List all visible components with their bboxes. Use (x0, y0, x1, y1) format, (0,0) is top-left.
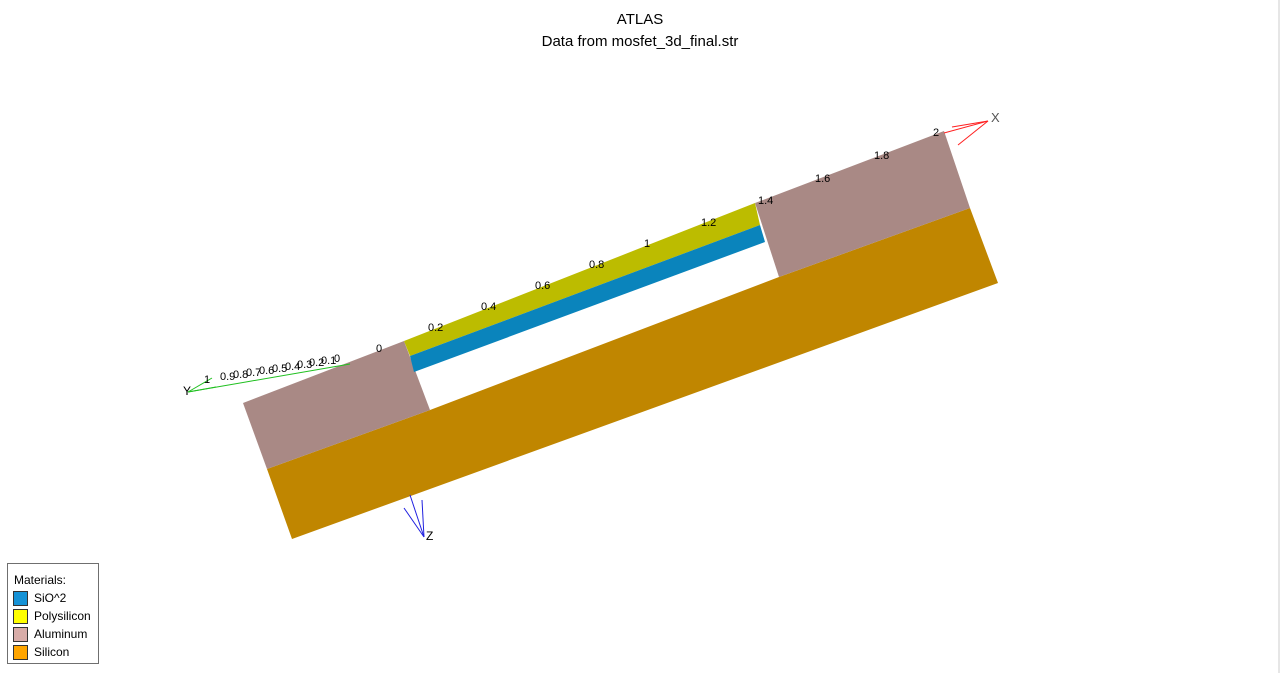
x-tick-label: 1.6 (815, 173, 830, 185)
legend-item-silicon: Silicon (13, 644, 69, 660)
x-tick-label: 2 (933, 127, 939, 139)
z-axis: Z (403, 494, 433, 543)
window-right-border (1278, 0, 1280, 673)
legend-swatch (13, 626, 28, 642)
sio2-gate-oxide (410, 225, 765, 372)
x-tick-label: 1 (644, 238, 650, 250)
z-axis-label: Z (426, 529, 433, 543)
y-tick-labels: 1 0.9 0.8 0.7 0.6 0.5 0.4 0.3 0.2 0.1 0 (204, 353, 340, 386)
legend-item-aluminum: Aluminum (13, 626, 87, 642)
y-tick-label: 0.1 (321, 355, 336, 367)
x-axis: X (943, 110, 1000, 146)
y-tick-label: 1 (204, 374, 210, 386)
y-tick-label: 0.6 (259, 365, 274, 377)
y-tick-label: 0.9 (220, 371, 235, 383)
x-tick-label: 0.8 (589, 259, 604, 271)
plot-title: ATLAS (616, 11, 664, 28)
legend-item-sio2: SiO^2 (13, 590, 66, 606)
x-tick-label: 1.8 (874, 150, 889, 162)
legend-label: SiO^2 (34, 591, 67, 605)
y-axis-label: Y (183, 384, 191, 398)
x-tick-labels: 0 0.2 0.4 0.6 0.8 1 1.2 1.4 1.6 1.8 2 (376, 127, 939, 355)
y-tick-label: 0.3 (297, 359, 312, 371)
x-tick-label: 0.2 (428, 322, 443, 334)
y-tick-label: 0.5 (272, 363, 287, 375)
silicon-region (267, 208, 998, 539)
legend-label: Silicon (34, 645, 70, 659)
aluminum-contact-right (755, 131, 970, 277)
x-tick-label: 1.4 (758, 195, 773, 207)
x-tick-label: 0.4 (481, 301, 496, 313)
legend-label: Polysilicon (34, 609, 91, 623)
x-tick-label: 0 (376, 343, 382, 355)
y-axis: Y (183, 363, 351, 398)
x-tick-label: 0.6 (535, 280, 550, 292)
legend-swatch (13, 590, 28, 606)
y-tick-label: 0.2 (309, 357, 324, 369)
legend-swatch (13, 644, 28, 660)
y-tick-label: 0.4 (285, 361, 300, 373)
legend-title: Materials: (14, 573, 67, 587)
x-tick-label: 1.2 (701, 217, 716, 229)
legend-item-polysilicon: Polysilicon (13, 608, 91, 624)
y-tick-label: 0.7 (246, 367, 261, 379)
y-tick-label: 0 (334, 353, 340, 365)
plot-subtitle: Data from mosfet_3d_final.str (541, 33, 739, 50)
aluminum-contact-left (243, 341, 430, 469)
legend-swatch (13, 608, 28, 624)
x-axis-label: X (991, 110, 1000, 125)
materials-legend: Materials: SiO^2 Polysilicon Aluminum Si… (7, 563, 99, 664)
y-tick-label: 0.8 (233, 369, 248, 381)
legend-label: Aluminum (34, 627, 88, 641)
polysilicon-gate (404, 203, 760, 356)
